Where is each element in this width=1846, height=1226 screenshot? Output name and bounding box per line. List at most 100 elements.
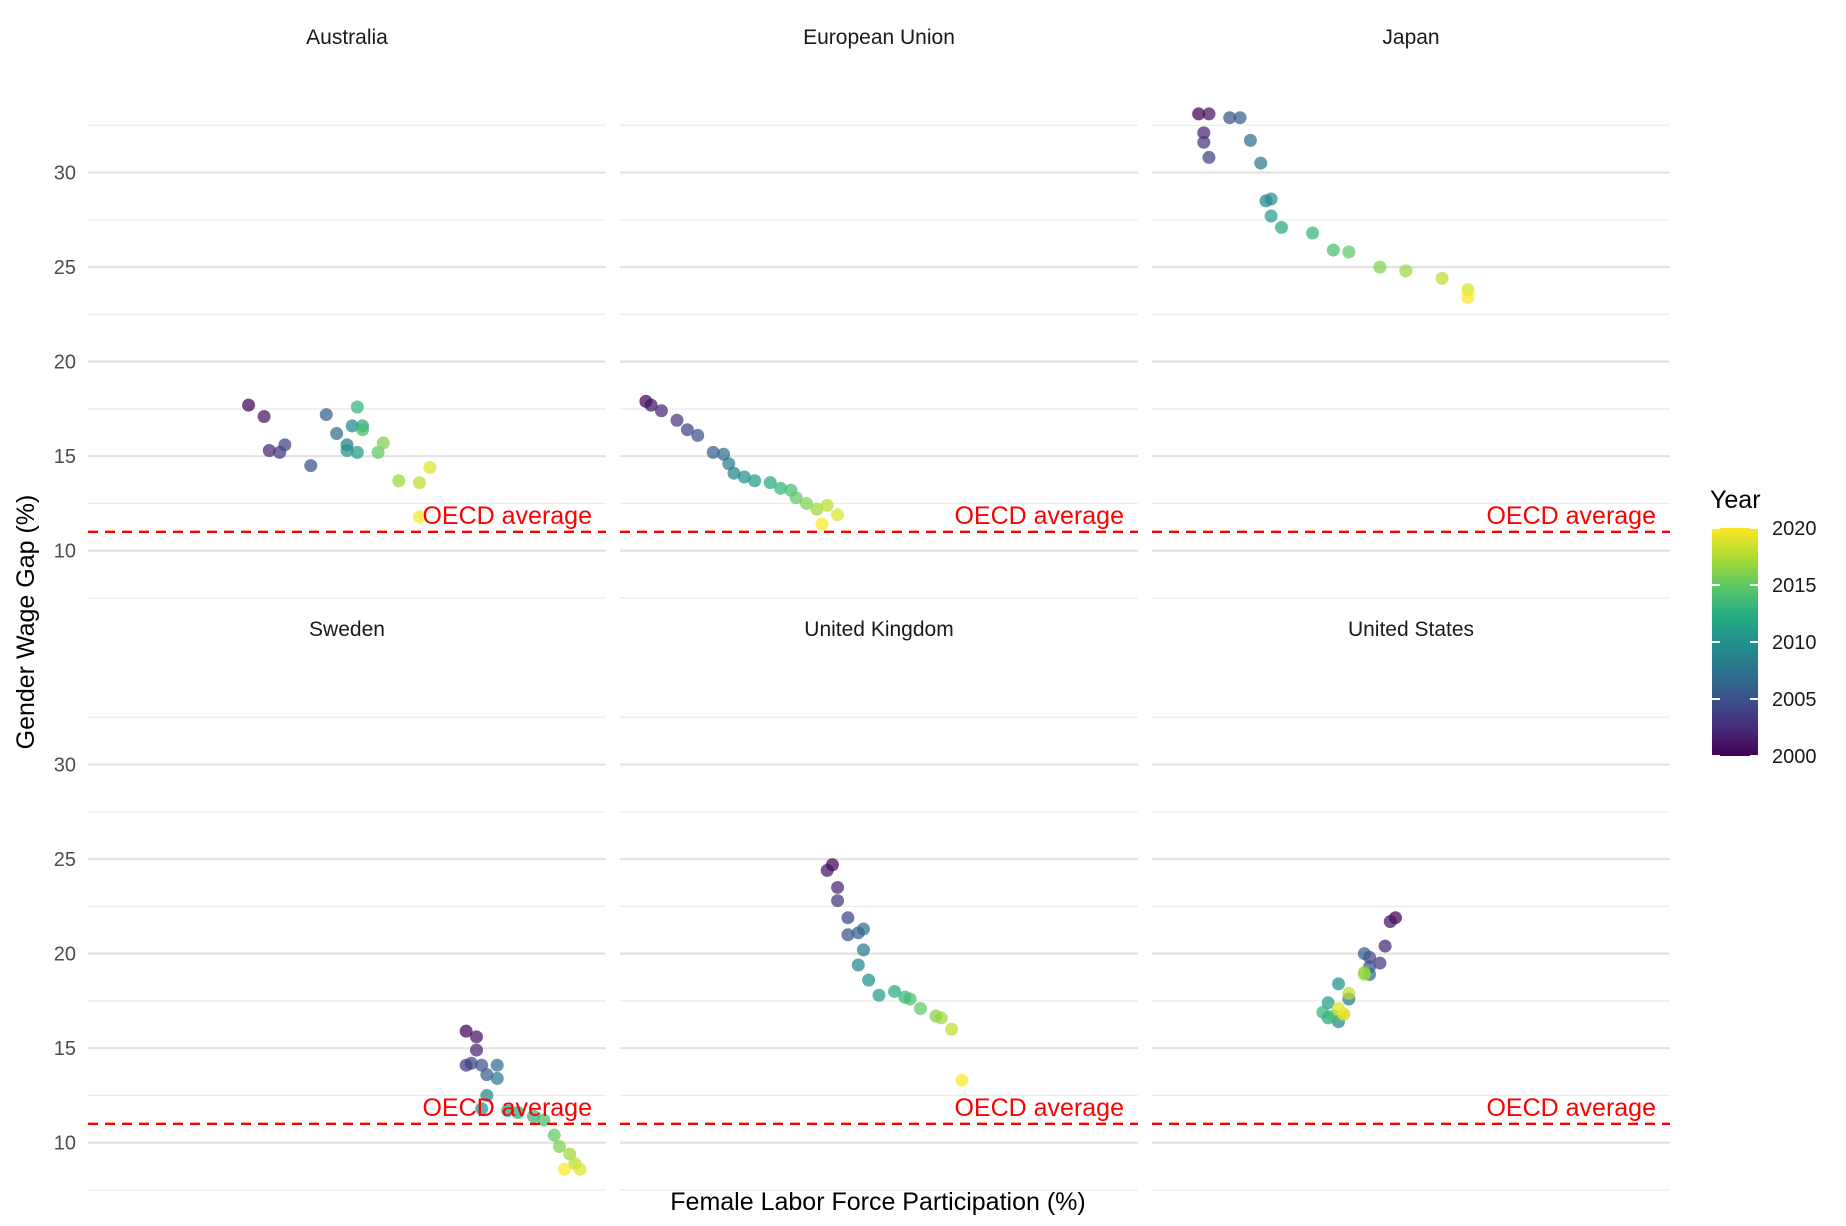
legend-tick-label: 2020 <box>1772 518 1817 540</box>
data-point <box>423 461 437 475</box>
data-point <box>350 400 364 414</box>
data-point <box>1337 1007 1351 1021</box>
data-point <box>1197 126 1211 140</box>
data-point <box>831 894 845 908</box>
data-point <box>526 1109 540 1123</box>
data-point <box>547 1128 561 1142</box>
data-point <box>345 419 359 433</box>
y-tick-label: 30 <box>54 755 76 777</box>
y-tick-label: 25 <box>54 257 76 279</box>
data-point <box>1461 290 1475 304</box>
data-point <box>1326 243 1340 257</box>
facet-panel-japan: Japan OECD average <box>1152 26 1670 599</box>
oecd-average-label: OECD average <box>422 1094 592 1122</box>
data-point <box>257 409 271 423</box>
data-point <box>1331 977 1345 991</box>
data-point <box>1357 947 1371 961</box>
data-point <box>841 928 855 942</box>
data-point <box>480 1088 494 1102</box>
oecd-average-label: OECD average <box>1486 1094 1656 1122</box>
data-point <box>475 1102 489 1116</box>
legend-ticks: 2000 2005 2010 2015 2020 <box>1712 518 1817 768</box>
legend-tick-label: 2010 <box>1772 632 1817 654</box>
data-point <box>356 423 370 437</box>
y-axis-title: Gender Wage Gap (%) <box>12 495 40 750</box>
data-point <box>1192 107 1206 121</box>
y-tick-label: 15 <box>54 1038 76 1060</box>
facet-panel-united-kingdom: United Kingdom OECD average <box>620 618 1138 1191</box>
facet-panel-sweden: Sweden 10 15 20 25 30 OECD average <box>54 618 606 1191</box>
data-point <box>851 958 865 972</box>
y-tick-label: 25 <box>54 849 76 871</box>
data-point <box>1399 264 1413 278</box>
data-point <box>774 481 788 495</box>
facet-title: Japan <box>1382 26 1439 49</box>
data-point <box>413 510 427 524</box>
data-point <box>470 1030 483 1044</box>
data-point <box>810 502 824 516</box>
y-tick-label: 20 <box>54 352 76 374</box>
data-point <box>490 1058 504 1072</box>
data-point <box>1202 107 1216 121</box>
color-legend: Year 2000 2005 2010 2015 2020 <box>1710 486 1817 768</box>
data-point <box>459 1024 473 1038</box>
facet-title: European Union <box>803 26 955 49</box>
data-point <box>1435 271 1449 285</box>
y-tick-label: 20 <box>54 944 76 966</box>
data-point <box>820 498 834 512</box>
oecd-average-label: OECD average <box>954 1094 1124 1122</box>
oecd-average-label: OECD average <box>954 502 1124 530</box>
data-point <box>1378 939 1392 953</box>
facet-panel-australia: Australia 10 15 20 25 30 OECD average <box>54 26 606 599</box>
data-point <box>511 1105 525 1119</box>
data-point <box>573 1162 587 1176</box>
data-point <box>413 476 427 490</box>
data-point <box>464 1056 478 1070</box>
facet-panel-united-states: United States OECD average <box>1152 618 1670 1191</box>
data-point <box>1306 226 1320 240</box>
data-point <box>862 973 876 987</box>
data-point <box>815 517 829 531</box>
data-point <box>856 943 870 957</box>
data-point <box>350 445 364 459</box>
data-point <box>1243 133 1257 147</box>
legend-tick-label: 2015 <box>1772 575 1817 597</box>
data-point <box>856 922 870 936</box>
data-point <box>831 880 845 894</box>
data-point <box>330 426 344 440</box>
data-point <box>831 508 845 522</box>
data-point <box>1342 245 1356 259</box>
facet-title: United Kingdom <box>804 618 953 641</box>
data-point <box>763 476 777 490</box>
data-point <box>680 423 694 437</box>
data-point <box>945 1022 959 1036</box>
data-point <box>888 984 902 998</box>
y-tick-label: 10 <box>54 1133 76 1155</box>
data-point <box>955 1073 969 1087</box>
data-point <box>490 1071 504 1085</box>
data-point <box>304 459 318 473</box>
data-point <box>1373 956 1387 970</box>
data-point <box>1202 150 1216 164</box>
data-point <box>1357 967 1371 981</box>
data-point <box>552 1140 566 1154</box>
data-point <box>319 408 333 422</box>
facet-title: Australia <box>306 26 388 49</box>
oecd-average-label: OECD average <box>422 502 592 530</box>
data-point <box>872 988 886 1002</box>
y-tick-label: 30 <box>54 163 76 185</box>
data-point <box>654 404 668 418</box>
data-point <box>1373 260 1387 274</box>
data-point <box>737 470 751 484</box>
data-point <box>934 1011 948 1025</box>
data-point <box>789 491 803 505</box>
data-point <box>1342 986 1356 1000</box>
data-point <box>841 911 855 925</box>
data-point <box>1197 135 1211 149</box>
data-point <box>670 413 684 427</box>
data-point <box>470 1043 483 1057</box>
data-point <box>340 444 354 458</box>
data-point <box>376 436 390 450</box>
y-tick-label: 15 <box>54 446 76 468</box>
